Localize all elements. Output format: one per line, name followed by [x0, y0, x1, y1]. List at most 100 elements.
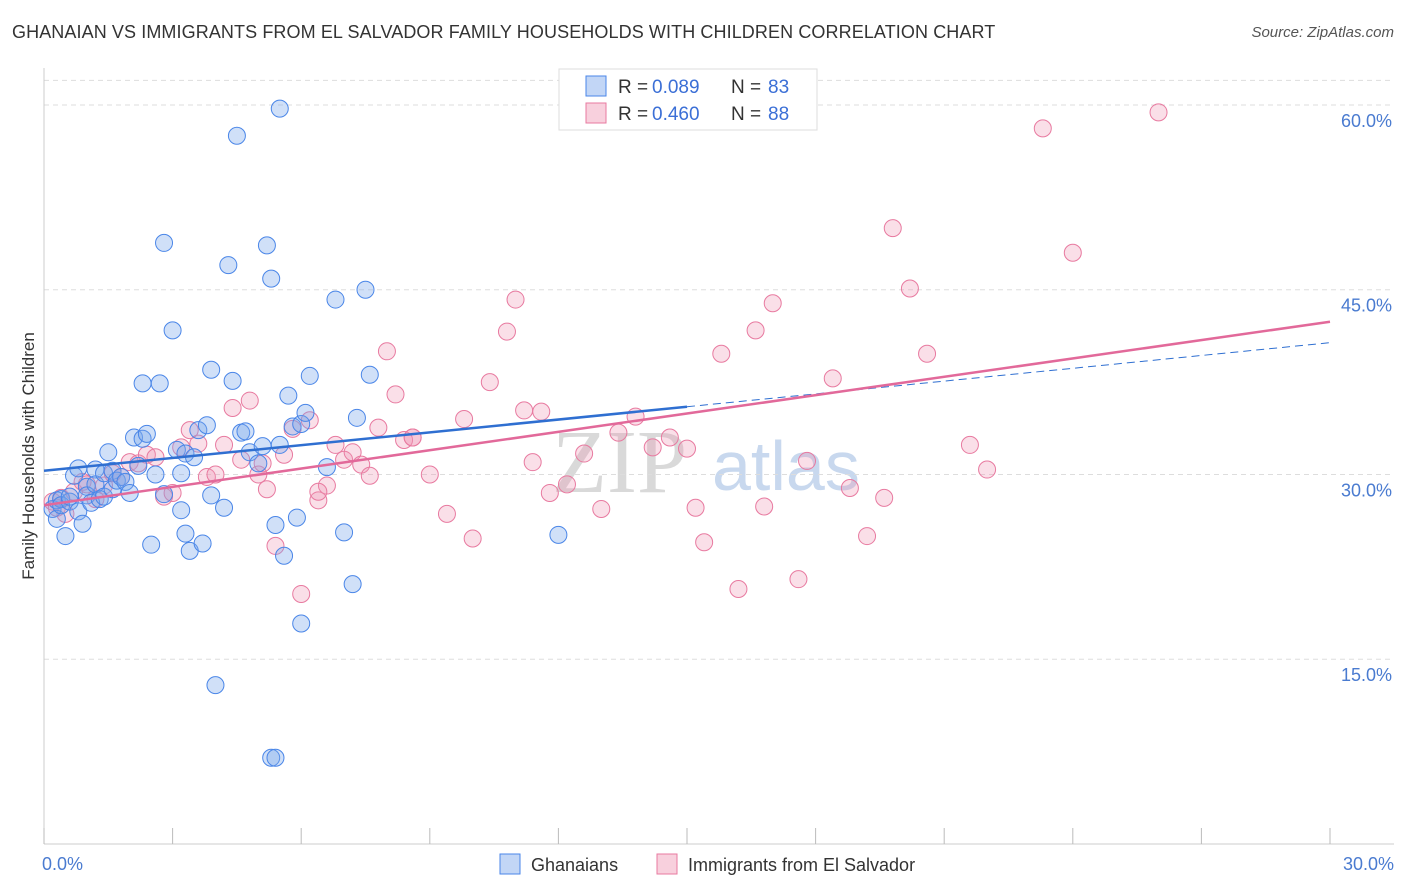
- point-el-salvador: [420, 465, 439, 484]
- x-tick-label: 30.0%: [1343, 854, 1394, 874]
- point-el-salvador: [978, 460, 997, 479]
- point-el-salvador: [609, 423, 628, 442]
- top-legend: R = 0.089 N = 83 R = 0.460 N = 88: [558, 68, 818, 131]
- point-ghanaians: [137, 424, 156, 443]
- legend-r-value-1: 0.089: [652, 77, 700, 98]
- point-ghanaians: [292, 614, 311, 633]
- chart-title: GHANAIAN VS IMMIGRANTS FROM EL SALVADOR …: [12, 22, 996, 42]
- point-el-salvador: [755, 497, 774, 516]
- point-el-salvador: [900, 279, 919, 298]
- point-el-salvador: [240, 391, 259, 410]
- point-ghanaians: [326, 290, 345, 309]
- point-el-salvador: [515, 401, 534, 420]
- point-ghanaians: [215, 498, 234, 517]
- point-ghanaians: [150, 374, 169, 393]
- point-el-salvador: [823, 369, 842, 388]
- point-ghanaians: [270, 99, 289, 118]
- point-el-salvador: [309, 482, 328, 501]
- trend-line-el-salvador: [43, 320, 1331, 507]
- point-el-salvador: [437, 504, 456, 523]
- point-el-salvador: [532, 402, 551, 421]
- point-el-salvador: [540, 483, 559, 502]
- y-tick-label: 45.0%: [1341, 296, 1392, 316]
- point-el-salvador: [377, 342, 396, 361]
- point-ghanaians: [163, 321, 182, 340]
- legend-r-label-2: R =: [618, 104, 648, 125]
- point-ghanaians: [266, 748, 285, 767]
- point-ghanaians: [335, 523, 354, 542]
- point-el-salvador: [146, 448, 165, 467]
- point-ghanaians: [223, 371, 242, 390]
- legend-n-label-2: N =: [731, 104, 761, 125]
- axes: [43, 68, 1394, 845]
- trend-line-ghanaians-extension: [686, 342, 1331, 408]
- point-ghanaians: [292, 414, 311, 433]
- point-ghanaians: [300, 366, 319, 385]
- source-label: Source: ZipAtlas.com: [1251, 24, 1394, 41]
- point-ghanaians: [206, 676, 225, 695]
- point-el-salvador: [695, 533, 714, 552]
- y-tick-label: 30.0%: [1341, 480, 1392, 500]
- point-el-salvador: [223, 398, 242, 417]
- point-ghanaians: [176, 524, 195, 543]
- point-ghanaians: [253, 437, 272, 456]
- point-el-salvador: [660, 428, 679, 447]
- watermark: ZIP atlas: [552, 413, 860, 512]
- legend-n-value-1: 83: [768, 77, 789, 98]
- point-el-salvador: [686, 498, 705, 517]
- point-ghanaians: [270, 435, 289, 454]
- point-ghanaians: [155, 233, 174, 252]
- x-tick-label: 0.0%: [42, 854, 83, 874]
- point-el-salvador: [918, 344, 937, 363]
- point-el-salvador: [712, 344, 731, 363]
- data-points: [43, 99, 1168, 767]
- point-ghanaians: [227, 126, 246, 145]
- point-el-salvador: [729, 580, 748, 599]
- bottom-legend-swatch-el-salvador: [656, 853, 678, 875]
- point-ghanaians: [262, 269, 281, 288]
- y-tick-label: 60.0%: [1341, 111, 1392, 131]
- point-el-salvador: [883, 219, 902, 238]
- point-el-salvador: [506, 290, 525, 309]
- point-ghanaians: [287, 508, 306, 527]
- legend-r-label-1: R =: [618, 77, 648, 98]
- legend-swatch-el-salvador: [585, 102, 607, 124]
- point-ghanaians: [202, 486, 221, 505]
- point-ghanaians: [296, 403, 315, 422]
- point-el-salvador: [763, 294, 782, 313]
- point-el-salvador: [480, 373, 499, 392]
- bottom-legend-label-el-salvador: Immigrants from El Salvador: [688, 855, 915, 875]
- point-el-salvador: [292, 584, 311, 603]
- point-ghanaians: [317, 458, 336, 477]
- point-ghanaians: [202, 360, 221, 379]
- point-el-salvador: [1033, 119, 1052, 138]
- point-el-salvador: [189, 434, 208, 453]
- watermark-atlas: atlas: [712, 427, 860, 505]
- point-ghanaians: [347, 408, 366, 427]
- point-ghanaians: [99, 443, 118, 462]
- legend-n-label-1: N =: [731, 77, 761, 98]
- point-el-salvador: [463, 529, 482, 548]
- top-legend-box: [558, 68, 818, 131]
- point-el-salvador: [858, 527, 877, 546]
- point-ghanaians: [549, 525, 568, 544]
- point-el-salvador: [746, 321, 765, 340]
- point-ghanaians: [172, 501, 191, 520]
- point-el-salvador: [455, 410, 474, 429]
- point-ghanaians: [47, 509, 66, 528]
- point-el-salvador: [575, 444, 594, 463]
- point-el-salvador: [643, 438, 662, 457]
- legend-n-value-2: 88: [768, 104, 789, 125]
- point-ghanaians: [249, 454, 268, 473]
- point-el-salvador: [1063, 243, 1082, 262]
- point-ghanaians: [279, 386, 298, 405]
- point-el-salvador: [206, 465, 225, 484]
- point-el-salvador: [557, 475, 576, 494]
- point-ghanaians: [275, 546, 294, 565]
- point-ghanaians: [360, 365, 379, 384]
- legend-r-value-2: 0.460: [652, 104, 700, 125]
- point-ghanaians: [189, 421, 208, 440]
- point-ghanaians: [236, 422, 255, 441]
- point-ghanaians: [133, 374, 152, 393]
